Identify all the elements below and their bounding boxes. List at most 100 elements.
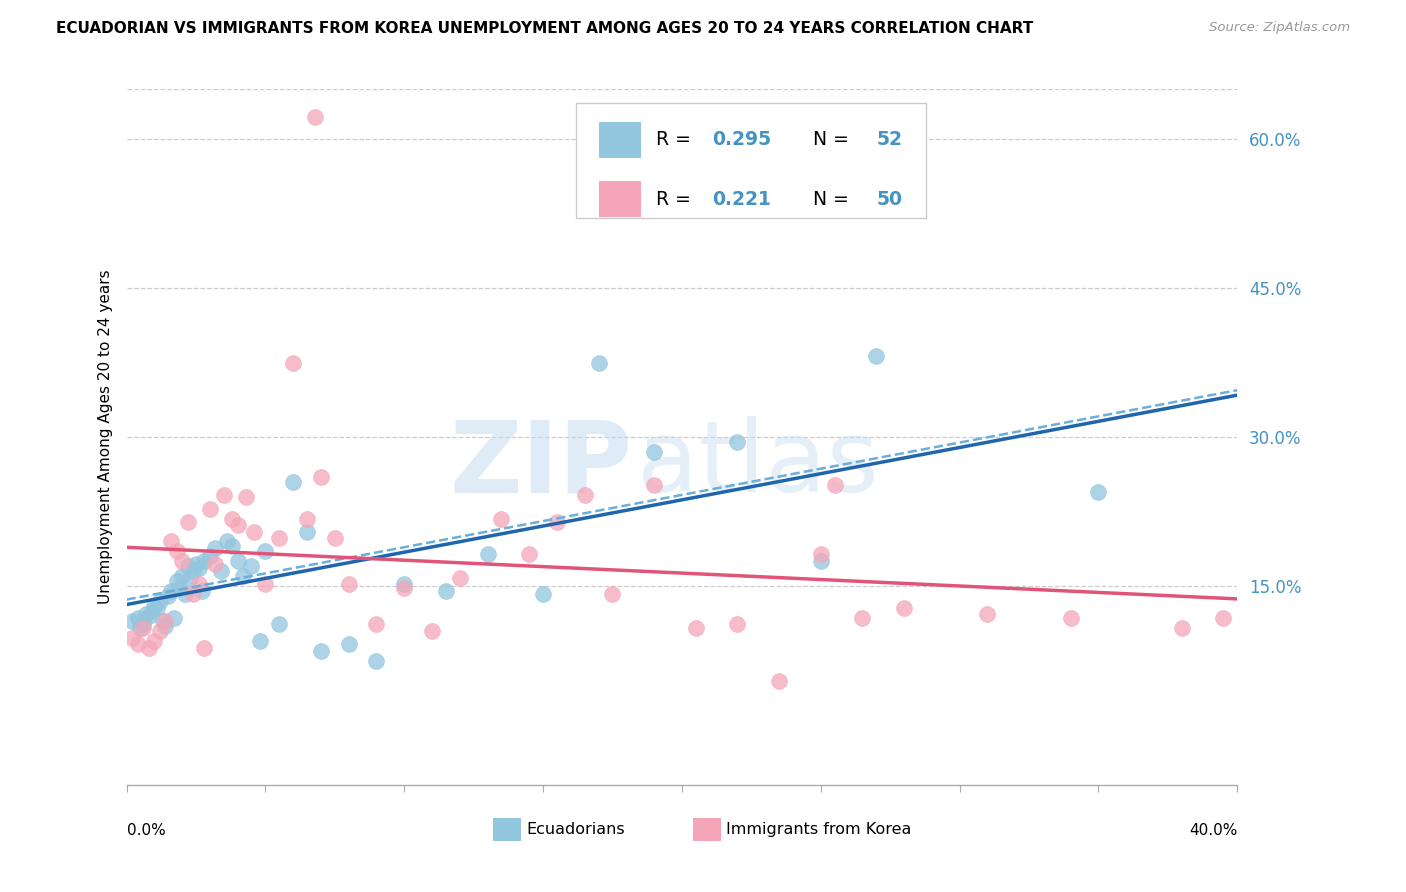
Bar <box>599 181 641 218</box>
Point <box>420 624 443 638</box>
Point <box>366 654 388 668</box>
Point <box>160 534 183 549</box>
Point <box>727 616 749 631</box>
Point <box>193 640 215 655</box>
Point <box>976 607 998 621</box>
Point <box>394 581 416 595</box>
Point <box>240 559 263 574</box>
Point <box>149 594 172 608</box>
Point <box>187 577 209 591</box>
Point <box>337 637 360 651</box>
Point <box>127 637 149 651</box>
Point <box>129 621 152 635</box>
Point <box>235 490 257 504</box>
Point <box>121 631 143 645</box>
Point <box>602 587 624 601</box>
Point <box>546 515 568 529</box>
Point <box>394 577 416 591</box>
Point <box>172 569 194 583</box>
Point <box>226 517 249 532</box>
Point <box>127 611 149 625</box>
Point <box>215 534 238 549</box>
Point <box>157 589 180 603</box>
Point <box>135 607 157 621</box>
Point <box>232 569 254 583</box>
Point <box>155 619 177 633</box>
Point <box>169 581 191 595</box>
Point <box>685 621 707 635</box>
Point <box>574 488 596 502</box>
Point <box>1087 484 1109 499</box>
Bar <box>494 818 520 840</box>
Text: R =: R = <box>657 130 697 150</box>
Point <box>727 435 749 450</box>
Point <box>209 564 232 578</box>
Point <box>851 611 873 625</box>
Text: 0.0%: 0.0% <box>127 823 166 838</box>
Point <box>172 554 194 568</box>
Text: ZIP: ZIP <box>449 417 631 514</box>
Point <box>309 644 332 658</box>
Point <box>143 633 166 648</box>
Text: atlas: atlas <box>637 417 879 514</box>
Point <box>337 577 360 591</box>
Text: N =: N = <box>801 190 855 209</box>
Point <box>181 587 204 601</box>
Point <box>810 554 832 568</box>
Point <box>190 584 212 599</box>
Point <box>323 532 346 546</box>
Point <box>824 477 846 491</box>
Bar <box>693 818 721 840</box>
Point <box>187 561 209 575</box>
Point <box>243 524 266 539</box>
Point <box>143 599 166 613</box>
Point <box>221 540 243 554</box>
Point <box>204 558 226 572</box>
Text: Immigrants from Korea: Immigrants from Korea <box>727 822 911 837</box>
Point <box>309 470 332 484</box>
Point <box>132 616 155 631</box>
Point <box>173 587 195 601</box>
Point <box>281 475 304 489</box>
Point <box>221 511 243 525</box>
Point <box>588 355 610 369</box>
Point <box>304 110 326 124</box>
Point <box>865 349 887 363</box>
Point <box>281 355 304 369</box>
Text: 40.0%: 40.0% <box>1189 823 1237 838</box>
Point <box>1212 611 1234 625</box>
Point <box>366 616 388 631</box>
Point <box>643 445 665 459</box>
Text: 52: 52 <box>876 130 903 150</box>
Point <box>212 488 235 502</box>
FancyBboxPatch shape <box>576 103 927 218</box>
Point <box>149 624 172 638</box>
Point <box>141 604 163 618</box>
Point <box>184 558 207 572</box>
Y-axis label: Unemployment Among Ages 20 to 24 years: Unemployment Among Ages 20 to 24 years <box>97 269 112 605</box>
Point <box>254 544 277 558</box>
Point <box>121 614 143 628</box>
Point <box>155 614 177 628</box>
Point <box>146 601 169 615</box>
Text: 0.295: 0.295 <box>711 130 770 150</box>
Point <box>152 614 174 628</box>
Point <box>166 544 188 558</box>
Point <box>198 501 221 516</box>
Text: Ecuadorians: Ecuadorians <box>526 822 626 837</box>
Point <box>434 584 457 599</box>
Point <box>160 584 183 599</box>
Bar <box>599 122 641 158</box>
Text: ECUADORIAN VS IMMIGRANTS FROM KOREA UNEMPLOYMENT AMONG AGES 20 TO 24 YEARS CORRE: ECUADORIAN VS IMMIGRANTS FROM KOREA UNEM… <box>56 21 1033 37</box>
Point <box>163 611 186 625</box>
Point <box>226 554 249 568</box>
Point <box>768 673 790 688</box>
Point <box>204 541 226 556</box>
Text: 50: 50 <box>876 190 903 209</box>
Point <box>295 524 318 539</box>
Text: R =: R = <box>657 190 697 209</box>
Point <box>449 571 471 585</box>
Point <box>198 549 221 564</box>
Point <box>810 547 832 561</box>
Text: 0.221: 0.221 <box>711 190 770 209</box>
